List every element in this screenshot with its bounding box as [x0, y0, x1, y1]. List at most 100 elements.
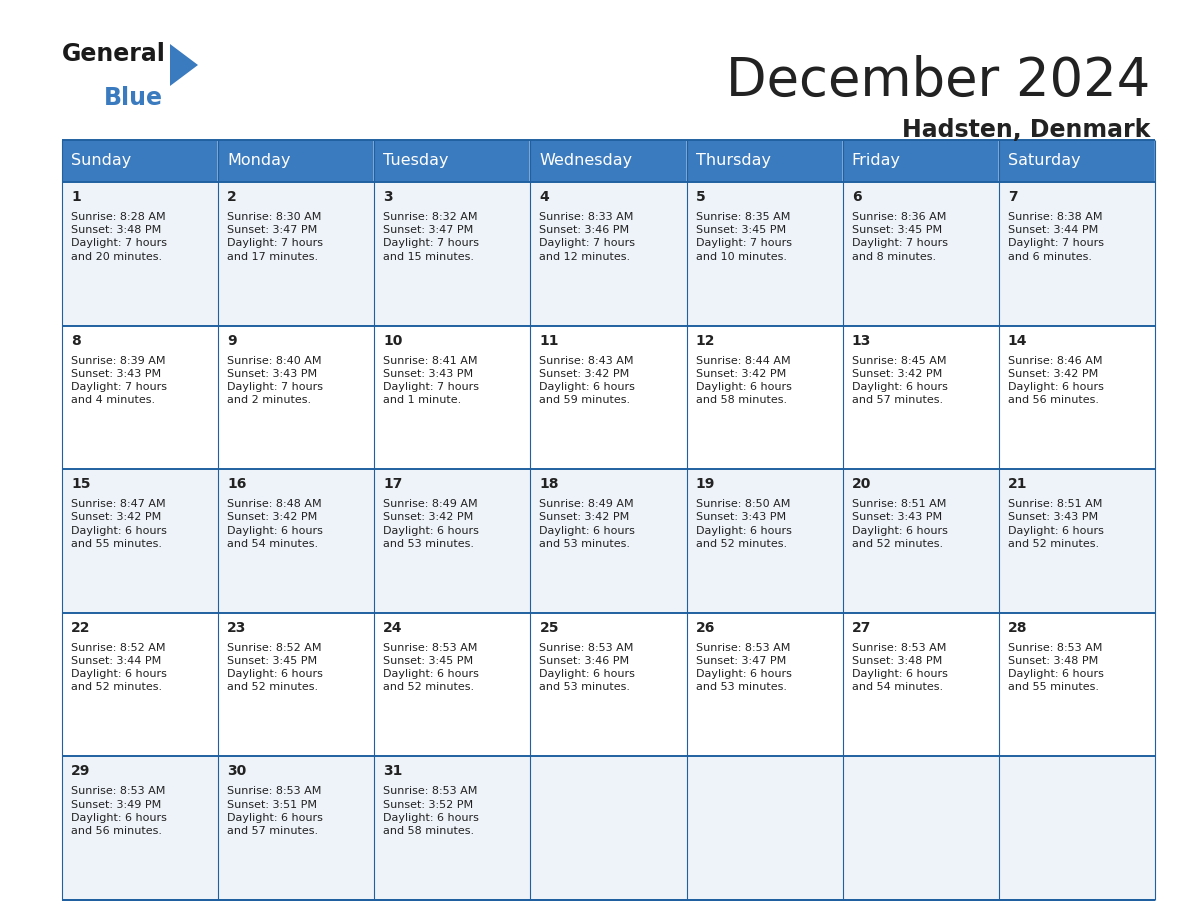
Bar	[999, 613, 1155, 756]
Bar	[62, 326, 219, 469]
Text: Sunrise: 8:46 AM
Sunset: 3:42 PM
Daylight: 6 hours
and 56 minutes.: Sunrise: 8:46 AM Sunset: 3:42 PM Dayligh…	[1007, 355, 1104, 405]
Text: 23: 23	[227, 621, 247, 635]
Bar	[687, 613, 842, 756]
Bar	[842, 140, 999, 182]
Text: 15: 15	[71, 477, 90, 491]
Text: Sunrise: 8:47 AM
Sunset: 3:42 PM
Daylight: 6 hours
and 55 minutes.: Sunrise: 8:47 AM Sunset: 3:42 PM Dayligh…	[71, 499, 166, 549]
Text: Sunrise: 8:36 AM
Sunset: 3:45 PM
Daylight: 7 hours
and 8 minutes.: Sunrise: 8:36 AM Sunset: 3:45 PM Dayligh…	[852, 212, 948, 262]
Text: 11: 11	[539, 333, 558, 348]
Text: 4: 4	[539, 190, 549, 204]
Text: Sunrise: 8:45 AM
Sunset: 3:42 PM
Daylight: 6 hours
and 57 minutes.: Sunrise: 8:45 AM Sunset: 3:42 PM Dayligh…	[852, 355, 948, 405]
Bar	[687, 756, 842, 900]
Text: Monday: Monday	[227, 153, 291, 169]
Bar	[62, 182, 219, 326]
Text: Sunrise: 8:52 AM
Sunset: 3:45 PM
Daylight: 6 hours
and 52 minutes.: Sunrise: 8:52 AM Sunset: 3:45 PM Dayligh…	[227, 643, 323, 692]
Text: Sunrise: 8:30 AM
Sunset: 3:47 PM
Daylight: 7 hours
and 17 minutes.: Sunrise: 8:30 AM Sunset: 3:47 PM Dayligh…	[227, 212, 323, 262]
Text: 6: 6	[852, 190, 861, 204]
Bar	[842, 756, 999, 900]
Bar	[219, 326, 374, 469]
Text: Sunrise: 8:35 AM
Sunset: 3:45 PM
Daylight: 7 hours
and 10 minutes.: Sunrise: 8:35 AM Sunset: 3:45 PM Dayligh…	[695, 212, 791, 262]
Text: Sunrise: 8:53 AM
Sunset: 3:51 PM
Daylight: 6 hours
and 57 minutes.: Sunrise: 8:53 AM Sunset: 3:51 PM Dayligh…	[227, 787, 323, 836]
Text: Hadsten, Denmark: Hadsten, Denmark	[902, 118, 1150, 142]
Text: Sunrise: 8:53 AM
Sunset: 3:48 PM
Daylight: 6 hours
and 55 minutes.: Sunrise: 8:53 AM Sunset: 3:48 PM Dayligh…	[1007, 643, 1104, 692]
Bar	[530, 469, 687, 613]
Bar	[999, 140, 1155, 182]
Text: 22: 22	[71, 621, 90, 635]
Text: Sunrise: 8:49 AM
Sunset: 3:42 PM
Daylight: 6 hours
and 53 minutes.: Sunrise: 8:49 AM Sunset: 3:42 PM Dayligh…	[539, 499, 636, 549]
Text: Sunrise: 8:50 AM
Sunset: 3:43 PM
Daylight: 6 hours
and 52 minutes.: Sunrise: 8:50 AM Sunset: 3:43 PM Dayligh…	[695, 499, 791, 549]
Text: Wednesday: Wednesday	[539, 153, 632, 169]
Bar	[530, 182, 687, 326]
Text: 27: 27	[852, 621, 871, 635]
Bar	[62, 140, 219, 182]
Text: Sunrise: 8:53 AM
Sunset: 3:45 PM
Daylight: 6 hours
and 52 minutes.: Sunrise: 8:53 AM Sunset: 3:45 PM Dayligh…	[384, 643, 479, 692]
Text: General: General	[62, 42, 166, 66]
Bar	[530, 756, 687, 900]
Text: 28: 28	[1007, 621, 1028, 635]
Bar	[374, 182, 530, 326]
Bar	[62, 469, 219, 613]
Text: December 2024: December 2024	[726, 55, 1150, 107]
Text: Sunrise: 8:53 AM
Sunset: 3:52 PM
Daylight: 6 hours
and 58 minutes.: Sunrise: 8:53 AM Sunset: 3:52 PM Dayligh…	[384, 787, 479, 836]
Text: Sunrise: 8:40 AM
Sunset: 3:43 PM
Daylight: 7 hours
and 2 minutes.: Sunrise: 8:40 AM Sunset: 3:43 PM Dayligh…	[227, 355, 323, 405]
Bar	[219, 469, 374, 613]
Text: 24: 24	[384, 621, 403, 635]
Text: Sunrise: 8:51 AM
Sunset: 3:43 PM
Daylight: 6 hours
and 52 minutes.: Sunrise: 8:51 AM Sunset: 3:43 PM Dayligh…	[852, 499, 948, 549]
Bar	[374, 140, 530, 182]
Text: 30: 30	[227, 765, 246, 778]
Text: 5: 5	[695, 190, 706, 204]
Text: 1: 1	[71, 190, 81, 204]
Bar	[687, 140, 842, 182]
Bar	[374, 326, 530, 469]
Text: 29: 29	[71, 765, 90, 778]
Text: Sunrise: 8:53 AM
Sunset: 3:47 PM
Daylight: 6 hours
and 53 minutes.: Sunrise: 8:53 AM Sunset: 3:47 PM Dayligh…	[695, 643, 791, 692]
Bar	[687, 326, 842, 469]
Text: 18: 18	[539, 477, 558, 491]
Bar	[842, 326, 999, 469]
Text: 7: 7	[1007, 190, 1017, 204]
Bar	[374, 613, 530, 756]
Text: 16: 16	[227, 477, 247, 491]
Bar	[999, 326, 1155, 469]
Text: 26: 26	[695, 621, 715, 635]
Text: Sunrise: 8:49 AM
Sunset: 3:42 PM
Daylight: 6 hours
and 53 minutes.: Sunrise: 8:49 AM Sunset: 3:42 PM Dayligh…	[384, 499, 479, 549]
Bar	[842, 613, 999, 756]
Bar	[62, 756, 219, 900]
Text: Thursday: Thursday	[695, 153, 771, 169]
Bar	[999, 469, 1155, 613]
Text: Sunrise: 8:48 AM
Sunset: 3:42 PM
Daylight: 6 hours
and 54 minutes.: Sunrise: 8:48 AM Sunset: 3:42 PM Dayligh…	[227, 499, 323, 549]
Text: Tuesday: Tuesday	[384, 153, 449, 169]
Bar	[530, 140, 687, 182]
Bar	[842, 469, 999, 613]
Bar	[374, 469, 530, 613]
Text: 31: 31	[384, 765, 403, 778]
Bar	[999, 756, 1155, 900]
Text: Sunrise: 8:53 AM
Sunset: 3:46 PM
Daylight: 6 hours
and 53 minutes.: Sunrise: 8:53 AM Sunset: 3:46 PM Dayligh…	[539, 643, 636, 692]
Text: 3: 3	[384, 190, 393, 204]
Text: 9: 9	[227, 333, 236, 348]
Text: 19: 19	[695, 477, 715, 491]
Text: Sunrise: 8:39 AM
Sunset: 3:43 PM
Daylight: 7 hours
and 4 minutes.: Sunrise: 8:39 AM Sunset: 3:43 PM Dayligh…	[71, 355, 168, 405]
Text: Sunrise: 8:28 AM
Sunset: 3:48 PM
Daylight: 7 hours
and 20 minutes.: Sunrise: 8:28 AM Sunset: 3:48 PM Dayligh…	[71, 212, 168, 262]
Text: Sunrise: 8:53 AM
Sunset: 3:48 PM
Daylight: 6 hours
and 54 minutes.: Sunrise: 8:53 AM Sunset: 3:48 PM Dayligh…	[852, 643, 948, 692]
Text: Sunrise: 8:33 AM
Sunset: 3:46 PM
Daylight: 7 hours
and 12 minutes.: Sunrise: 8:33 AM Sunset: 3:46 PM Dayligh…	[539, 212, 636, 262]
Text: 20: 20	[852, 477, 871, 491]
Bar	[842, 182, 999, 326]
Text: Sunrise: 8:32 AM
Sunset: 3:47 PM
Daylight: 7 hours
and 15 minutes.: Sunrise: 8:32 AM Sunset: 3:47 PM Dayligh…	[384, 212, 479, 262]
Text: 8: 8	[71, 333, 81, 348]
Text: Sunrise: 8:41 AM
Sunset: 3:43 PM
Daylight: 7 hours
and 1 minute.: Sunrise: 8:41 AM Sunset: 3:43 PM Dayligh…	[384, 355, 479, 405]
Text: Sunrise: 8:53 AM
Sunset: 3:49 PM
Daylight: 6 hours
and 56 minutes.: Sunrise: 8:53 AM Sunset: 3:49 PM Dayligh…	[71, 787, 166, 836]
Text: 12: 12	[695, 333, 715, 348]
Text: Sunrise: 8:43 AM
Sunset: 3:42 PM
Daylight: 6 hours
and 59 minutes.: Sunrise: 8:43 AM Sunset: 3:42 PM Dayligh…	[539, 355, 636, 405]
Text: 10: 10	[384, 333, 403, 348]
Bar	[219, 182, 374, 326]
Bar	[374, 756, 530, 900]
Text: Blue: Blue	[105, 86, 163, 110]
Text: 25: 25	[539, 621, 558, 635]
Text: 14: 14	[1007, 333, 1028, 348]
Text: Sunday: Sunday	[71, 153, 131, 169]
Bar	[687, 182, 842, 326]
Text: 17: 17	[384, 477, 403, 491]
Text: Sunrise: 8:38 AM
Sunset: 3:44 PM
Daylight: 7 hours
and 6 minutes.: Sunrise: 8:38 AM Sunset: 3:44 PM Dayligh…	[1007, 212, 1104, 262]
Text: 13: 13	[852, 333, 871, 348]
